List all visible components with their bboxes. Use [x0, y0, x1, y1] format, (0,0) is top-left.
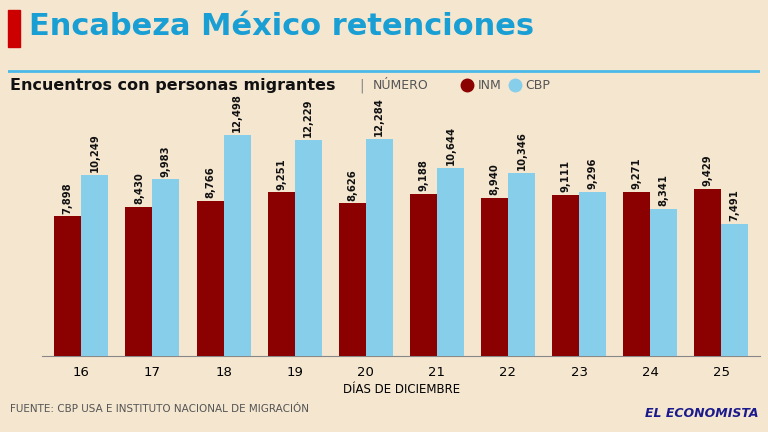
Bar [579, 192, 606, 356]
Bar [55, 216, 81, 356]
Text: 9,983: 9,983 [161, 145, 171, 177]
Bar [339, 203, 366, 356]
Text: 9,188: 9,188 [419, 159, 429, 191]
Text: 8,766: 8,766 [205, 166, 215, 198]
Text: 7,898: 7,898 [63, 182, 73, 213]
Text: 7,491: 7,491 [730, 189, 740, 221]
Text: 8,430: 8,430 [134, 172, 144, 204]
Bar [481, 198, 508, 356]
Bar [223, 135, 250, 356]
Text: 12,498: 12,498 [232, 93, 242, 132]
Text: 9,429: 9,429 [703, 155, 713, 187]
Text: INM: INM [478, 79, 502, 92]
Text: CBP: CBP [525, 79, 550, 92]
Bar [8, 10, 20, 47]
Text: 9,271: 9,271 [631, 158, 641, 189]
Bar [650, 209, 677, 356]
Text: |: | [359, 78, 364, 92]
Text: 9,111: 9,111 [561, 160, 571, 192]
Bar [552, 195, 579, 356]
Bar [125, 207, 152, 356]
Bar [366, 139, 392, 356]
X-axis label: DÍAS DE DICIEMBRE: DÍAS DE DICIEMBRE [343, 383, 460, 396]
Text: FUENTE: CBP USA E INSTITUTO NACIONAL DE MIGRACIÓN: FUENTE: CBP USA E INSTITUTO NACIONAL DE … [10, 404, 309, 414]
Bar [295, 140, 322, 356]
Text: Encuentros con personas migrantes: Encuentros con personas migrantes [10, 78, 336, 93]
Text: 9,296: 9,296 [588, 157, 598, 189]
Text: EL ECONOMISTA: EL ECONOMISTA [644, 407, 758, 420]
Bar [437, 168, 464, 356]
Text: 12,284: 12,284 [374, 97, 384, 136]
Bar [152, 179, 180, 356]
Bar [694, 189, 721, 356]
Text: 10,346: 10,346 [516, 131, 526, 170]
Text: 12,229: 12,229 [303, 98, 313, 137]
Bar [721, 224, 748, 356]
Bar [197, 201, 223, 356]
Bar [508, 173, 535, 356]
Text: Encabeza México retenciones: Encabeza México retenciones [29, 12, 535, 41]
Bar [267, 192, 295, 356]
Bar [81, 175, 108, 356]
Bar [410, 194, 437, 356]
Text: 8,341: 8,341 [659, 174, 669, 206]
Text: 8,940: 8,940 [489, 163, 499, 195]
Text: NÚMERO: NÚMERO [372, 79, 429, 92]
Text: 8,626: 8,626 [347, 169, 357, 200]
Text: 10,644: 10,644 [445, 126, 455, 165]
Text: 9,251: 9,251 [276, 158, 286, 190]
Text: 10,249: 10,249 [90, 133, 100, 172]
Bar [623, 192, 650, 356]
